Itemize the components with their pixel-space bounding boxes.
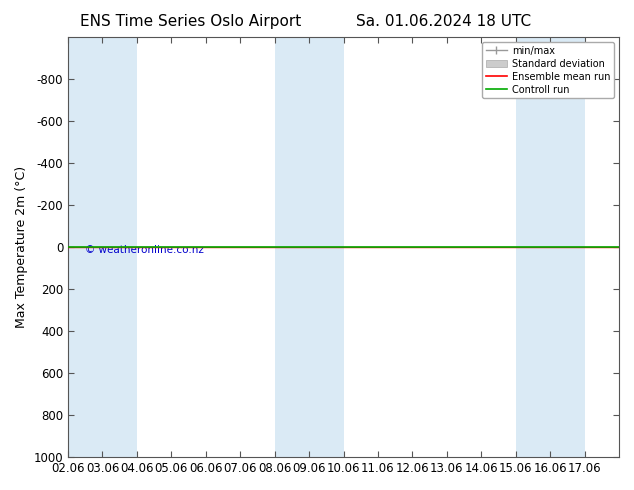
Bar [309,37,344,457]
Bar [550,37,585,457]
Bar [68,37,103,457]
Bar [515,37,550,457]
Text: © weatheronline.co.nz: © weatheronline.co.nz [84,245,204,255]
Bar [275,37,309,457]
Bar [103,37,137,457]
Text: Sa. 01.06.2024 18 UTC: Sa. 01.06.2024 18 UTC [356,14,531,29]
Legend: min/max, Standard deviation, Ensemble mean run, Controll run: min/max, Standard deviation, Ensemble me… [482,42,614,98]
Text: ENS Time Series Oslo Airport: ENS Time Series Oslo Airport [80,14,301,29]
Y-axis label: Max Temperature 2m (°C): Max Temperature 2m (°C) [15,166,28,328]
